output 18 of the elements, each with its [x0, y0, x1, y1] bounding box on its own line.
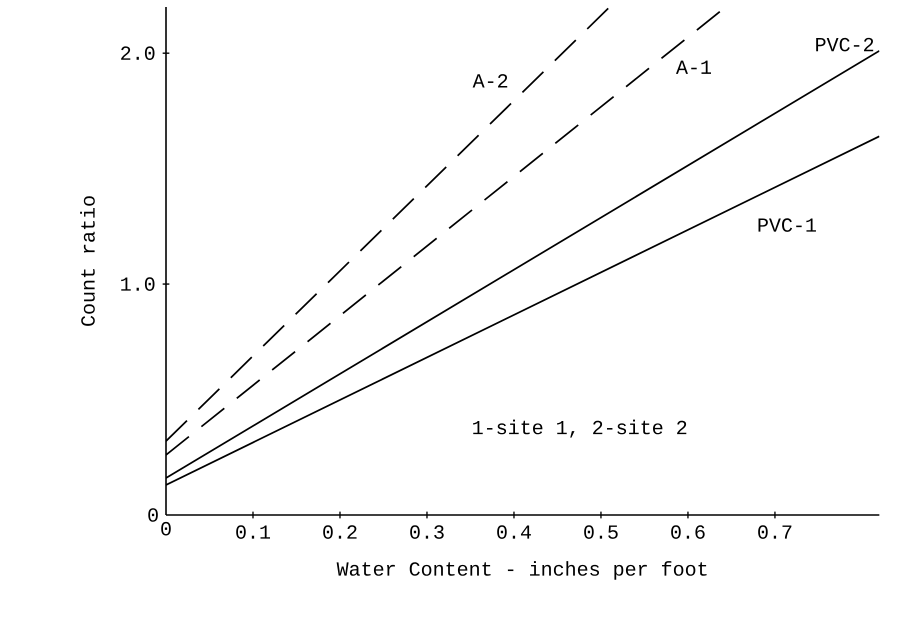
- x-tick-label: 0.2: [323, 525, 357, 539]
- x-tick-label: 0.6: [671, 525, 705, 539]
- x-tick-label: 0.4: [497, 525, 531, 539]
- x-tick-label: 0.1: [236, 525, 270, 539]
- x-tick-label: 0: [161, 522, 171, 536]
- y-tick-label: 2.0: [121, 46, 154, 60]
- series-label: A-2: [472, 74, 508, 88]
- series-label: PVC-2: [816, 38, 874, 52]
- x-axis-title: Water Content - inches per foot: [336, 561, 707, 580]
- x-tick-label: 0.7: [758, 525, 792, 539]
- y-tick-label: 1.0: [121, 277, 154, 291]
- x-tick-label: 0.5: [584, 525, 618, 539]
- x-tick-label: 0.3: [410, 525, 444, 539]
- y-axis-title: Count ratio: [80, 196, 95, 326]
- series-label: PVC-1: [758, 218, 816, 232]
- y-tick-label: 0: [148, 508, 158, 522]
- series-label: A-1: [676, 60, 711, 74]
- annotation: 1-site 1, 2-site 2: [473, 420, 686, 438]
